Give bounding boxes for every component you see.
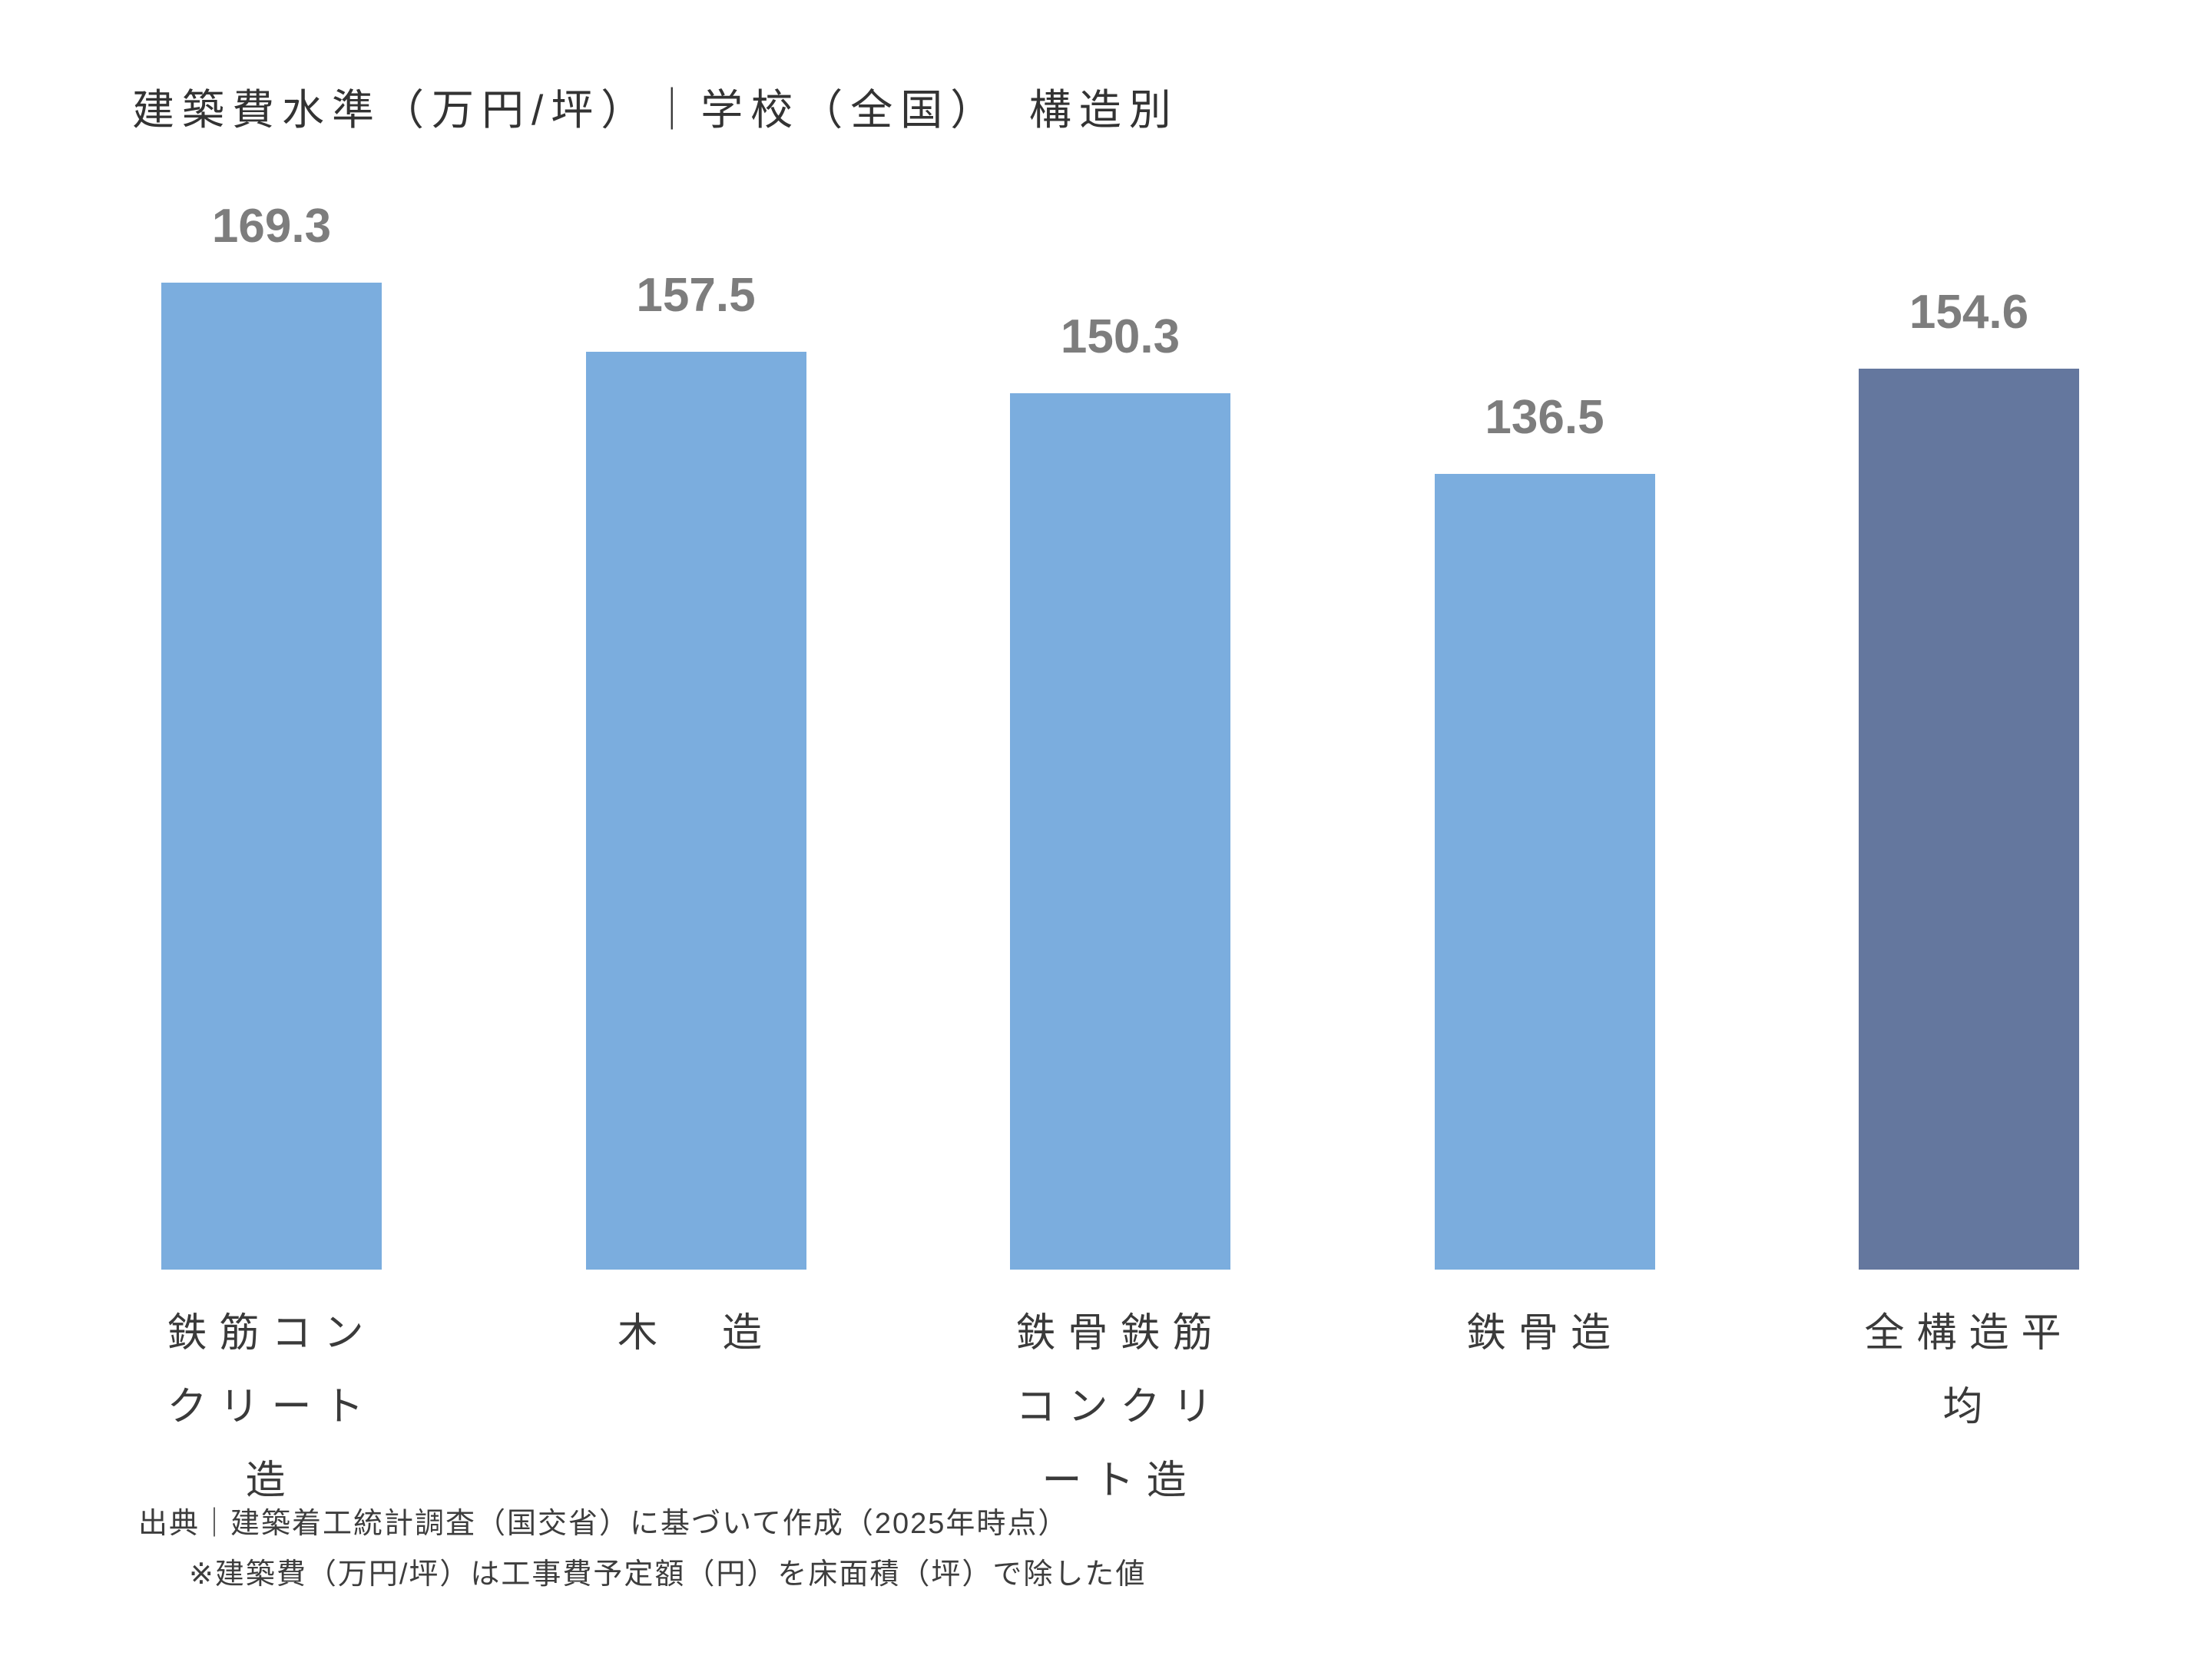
- bar-value-label: 157.5: [636, 269, 756, 322]
- calculation-note: ※建築費（万円/坪）は工事費予定額（円）を床面積（坪）で除した値: [189, 1558, 1147, 1591]
- plot-area: 169.3 157.5 150.3 136.5 154.6: [161, 179, 2079, 1270]
- bar: [161, 283, 382, 1270]
- bar: [585, 352, 806, 1270]
- category-label: 全構造平均: [1864, 1311, 2074, 1430]
- bar-value-label: 150.3: [1060, 310, 1181, 363]
- bar-column: 136.5: [1434, 391, 1655, 1270]
- category-label: 鉄骨造: [1465, 1311, 1623, 1356]
- category-label: 鉄骨鉄筋 コンクリート造: [1015, 1311, 1225, 1504]
- category-label: 鉄筋コンクリート造: [167, 1311, 376, 1504]
- bar-value-label: 169.3: [211, 200, 332, 253]
- bar: [1010, 393, 1230, 1270]
- category-label-wrap: 木 造: [586, 1296, 806, 1518]
- bar: [1434, 474, 1655, 1270]
- category-label-wrap: 全構造平均: [1859, 1296, 2079, 1518]
- bar-column: 157.5: [585, 269, 806, 1270]
- bar-value-label: 136.5: [1485, 391, 1604, 444]
- category-label-wrap: 鉄骨鉄筋 コンクリート造: [1010, 1296, 1230, 1518]
- category-label-wrap: 鉄骨造: [1435, 1296, 1655, 1518]
- bar-column: 154.6: [1859, 289, 2079, 1270]
- bar-value-label: 154.6: [1909, 286, 2029, 339]
- category-label: 木 造: [617, 1311, 774, 1356]
- bar-column: 169.3: [161, 203, 382, 1270]
- x-axis-labels: 鉄筋コンクリート造 木 造 鉄骨鉄筋 コンクリート造 鉄骨造 全構造平均: [161, 1296, 2079, 1518]
- bar-column: 150.3: [1010, 313, 1230, 1270]
- bar: [1859, 369, 2079, 1270]
- chart-title: 建築費水準（万円/坪）｜学校（全国） 構造別: [132, 86, 1179, 134]
- category-label-wrap: 鉄筋コンクリート造: [161, 1296, 382, 1518]
